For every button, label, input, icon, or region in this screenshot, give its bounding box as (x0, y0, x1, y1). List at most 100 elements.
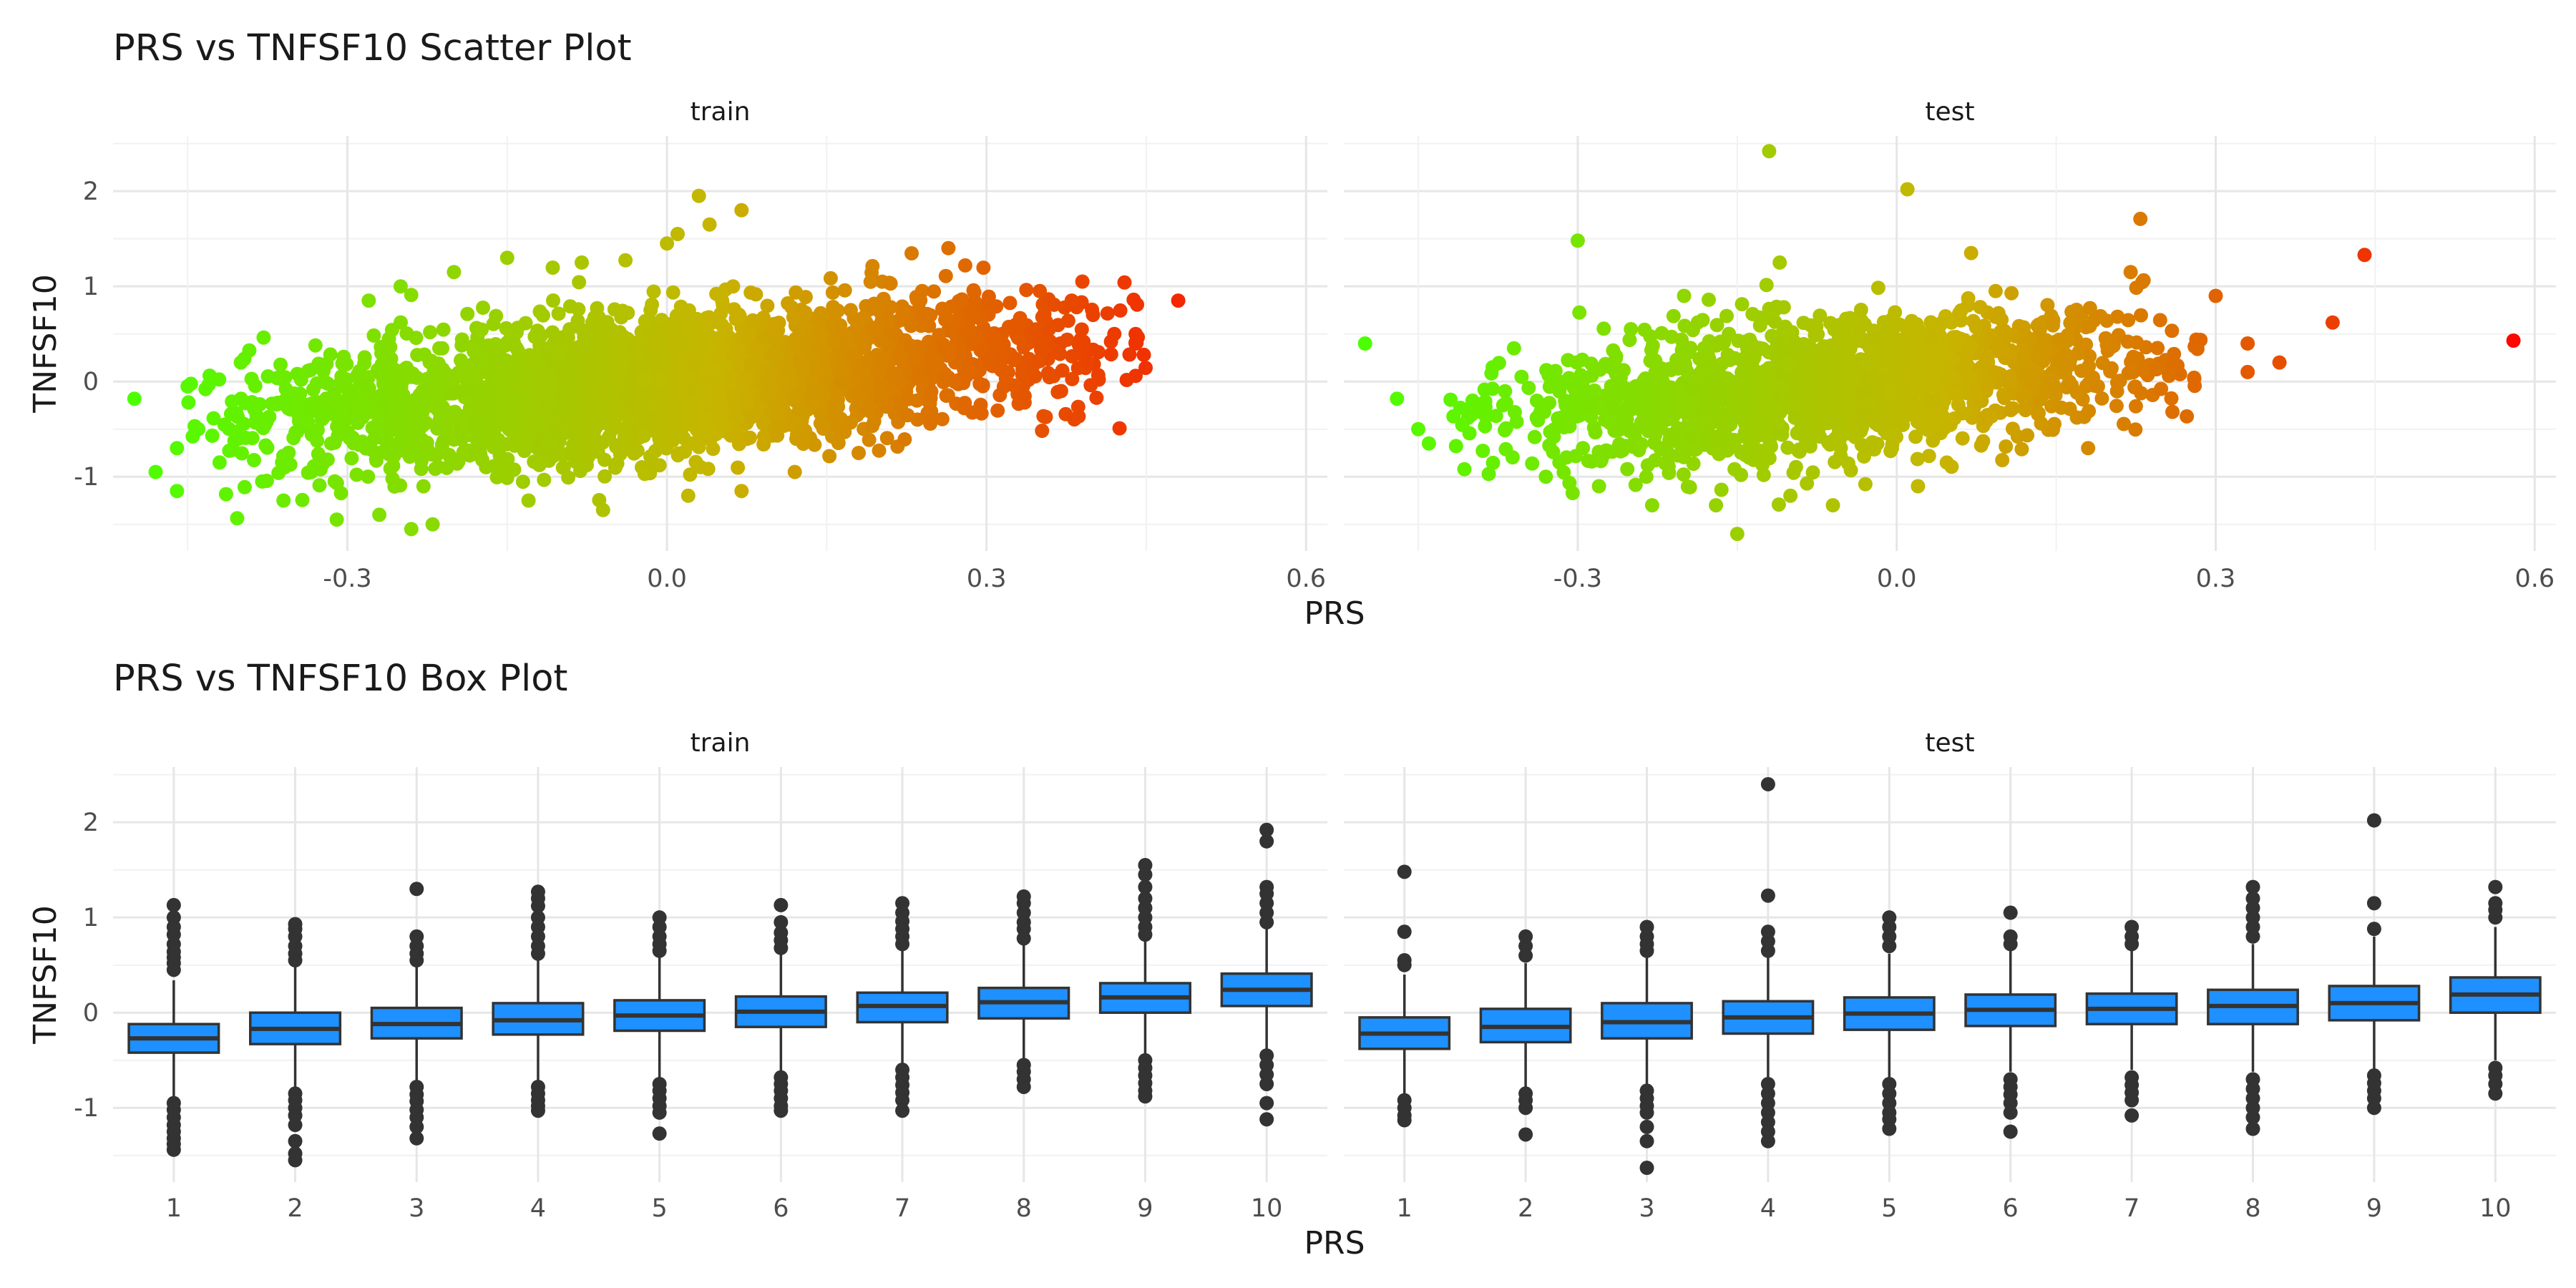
data-point (2095, 356, 2110, 371)
data-point (752, 342, 766, 357)
data-point (706, 369, 721, 384)
data-point (2187, 379, 2202, 394)
data-point (1002, 296, 1018, 311)
data-point (320, 452, 335, 467)
data-point (567, 439, 582, 454)
data-point (1047, 297, 1062, 312)
data-point (556, 460, 571, 475)
x-tick-label: 6 (773, 1194, 789, 1223)
data-point (2165, 323, 2180, 338)
data-point (897, 432, 912, 447)
data-point (489, 469, 504, 484)
data-point (671, 409, 686, 424)
data-point (1505, 450, 1520, 465)
data-point (1833, 448, 1848, 463)
box-10 (2449, 879, 2542, 1101)
data-point (454, 332, 469, 347)
data-point (1553, 374, 1568, 389)
outlier-point (2245, 891, 2260, 906)
outlier-point (1259, 834, 1274, 849)
outlier-point (1138, 1089, 1153, 1104)
data-point (1968, 320, 1984, 335)
data-point (743, 430, 758, 445)
data-point (1848, 429, 1863, 444)
data-point (530, 441, 545, 456)
box-2 (249, 917, 342, 1168)
data-point (1995, 453, 2010, 467)
data-point (1883, 384, 1898, 399)
data-point (597, 452, 612, 467)
scatter-chart: PRS vs TNFSF10 Scatter PlotTNFSF10PRS-10… (27, 27, 2556, 632)
data-point (936, 375, 951, 389)
box-5 (613, 910, 706, 1141)
data-point (1007, 352, 1022, 367)
data-point (1785, 388, 1799, 402)
data-point (535, 308, 550, 323)
data-point (260, 440, 275, 455)
data-point (760, 298, 775, 313)
data-point (1791, 444, 1806, 459)
data-point (699, 411, 714, 426)
data-point (411, 424, 426, 439)
data-point (1844, 369, 1859, 384)
data-point (1802, 391, 1817, 406)
data-point (726, 279, 741, 294)
data-point (976, 342, 991, 357)
data-point (894, 299, 909, 314)
outlier-point (530, 1103, 545, 1118)
data-point (1858, 477, 1873, 492)
data-point (1677, 288, 1692, 303)
data-point (452, 384, 467, 399)
data-point (361, 293, 376, 308)
data-point (1718, 428, 1733, 443)
data-point (1607, 423, 1622, 438)
data-point (1707, 429, 1722, 444)
data-point (1033, 283, 1048, 298)
box-4 (492, 884, 585, 1118)
data-point (618, 253, 633, 268)
data-point (1498, 421, 1513, 436)
data-point (1782, 357, 1797, 372)
data-point (2082, 348, 2097, 364)
outlier-point (1259, 1112, 1274, 1127)
data-point (1963, 338, 1977, 353)
data-point (2044, 372, 2059, 387)
data-point (919, 306, 935, 321)
data-point (518, 316, 533, 331)
data-point (2094, 391, 2109, 406)
data-point (904, 318, 919, 333)
data-point (904, 246, 919, 260)
data-point (2128, 399, 2143, 414)
data-point (673, 361, 688, 376)
box-7 (856, 896, 949, 1118)
data-point (595, 502, 610, 517)
data-point (610, 456, 625, 471)
x-tick-label: 0.6 (2514, 565, 2555, 593)
data-point (1546, 422, 1561, 437)
x-tick-label: 1 (166, 1194, 182, 1223)
data-point (2069, 385, 2084, 400)
data-point (597, 469, 613, 484)
data-point (1745, 306, 1760, 321)
data-point (1735, 365, 1750, 380)
data-point (148, 464, 163, 479)
data-point (924, 361, 940, 376)
x-tick-label: 2 (287, 1194, 303, 1223)
data-point (205, 428, 220, 443)
data-point (701, 327, 716, 342)
data-point (577, 355, 591, 370)
data-point (460, 306, 475, 321)
outlier-point (2366, 813, 2381, 828)
box-9 (1098, 858, 1191, 1104)
data-point (329, 476, 344, 491)
data-point (1783, 488, 1798, 503)
data-point (1089, 390, 1104, 405)
data-point (2506, 333, 2521, 348)
data-point (1506, 341, 1521, 356)
outlier-point (1397, 953, 1412, 968)
data-point (1961, 291, 1976, 306)
data-point (170, 441, 185, 456)
data-point (525, 350, 540, 365)
